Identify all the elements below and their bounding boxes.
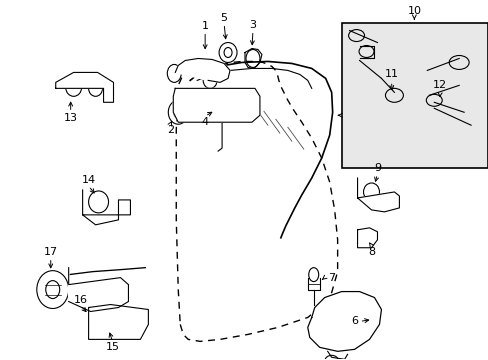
Ellipse shape: [173, 106, 183, 118]
Text: 9: 9: [373, 163, 380, 173]
Ellipse shape: [46, 280, 60, 298]
Ellipse shape: [168, 100, 188, 124]
Ellipse shape: [335, 332, 353, 346]
Polygon shape: [357, 228, 377, 248]
Bar: [341, 23, 487, 168]
Ellipse shape: [308, 268, 318, 282]
Polygon shape: [82, 190, 130, 225]
Ellipse shape: [245, 50, 260, 67]
Ellipse shape: [203, 72, 217, 88]
Text: 7: 7: [327, 273, 335, 283]
Text: 4: 4: [201, 117, 208, 127]
Polygon shape: [68, 268, 128, 311]
Polygon shape: [88, 305, 148, 339]
Text: 11: 11: [384, 69, 398, 80]
Ellipse shape: [385, 88, 403, 102]
Ellipse shape: [65, 78, 81, 96]
Text: 15: 15: [105, 342, 119, 352]
Text: 14: 14: [81, 175, 96, 185]
Text: 3: 3: [249, 19, 256, 30]
Text: 10: 10: [407, 6, 421, 15]
Polygon shape: [173, 88, 260, 122]
Ellipse shape: [363, 183, 379, 201]
Text: 16: 16: [74, 294, 87, 305]
Ellipse shape: [167, 64, 181, 82]
Text: 17: 17: [43, 247, 58, 257]
Ellipse shape: [224, 48, 232, 58]
Ellipse shape: [358, 45, 373, 58]
Polygon shape: [357, 178, 399, 212]
Text: 8: 8: [367, 247, 374, 257]
Text: 13: 13: [63, 113, 78, 123]
Text: 12: 12: [432, 80, 447, 90]
Ellipse shape: [219, 42, 237, 62]
Ellipse shape: [37, 271, 68, 309]
Text: 1: 1: [201, 21, 208, 31]
Ellipse shape: [102, 311, 119, 332]
Text: 5: 5: [220, 13, 227, 23]
Ellipse shape: [88, 80, 102, 96]
Polygon shape: [56, 72, 113, 102]
Text: 2: 2: [166, 125, 174, 135]
Ellipse shape: [426, 94, 441, 106]
Polygon shape: [175, 58, 229, 82]
Polygon shape: [307, 292, 381, 351]
Text: 6: 6: [350, 316, 357, 327]
Ellipse shape: [324, 355, 338, 360]
Ellipse shape: [88, 191, 108, 213]
